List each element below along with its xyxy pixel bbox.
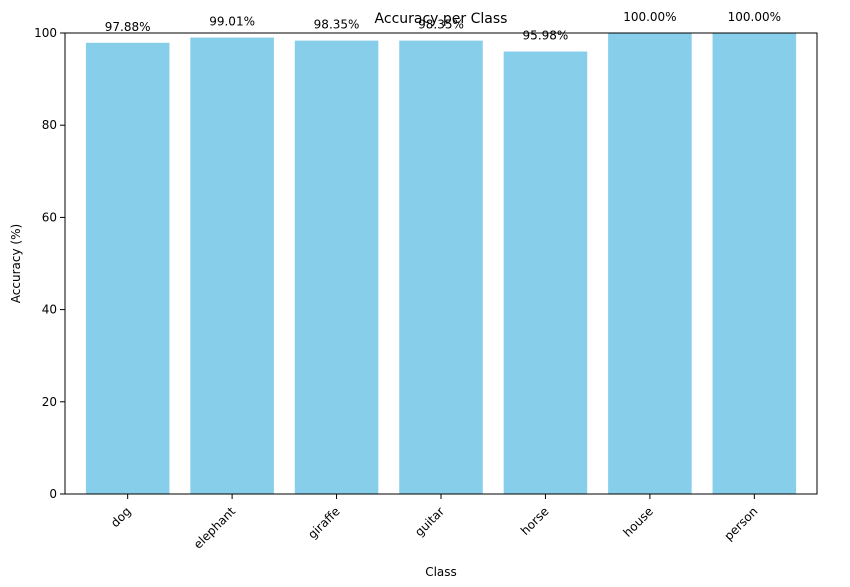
x-tick-label-horse: horse [518,504,552,538]
bar-house [608,33,692,494]
data-label-guitar: 98.35% [418,18,464,32]
bar-giraffe [294,40,379,494]
x-tick-label-person: person [721,504,760,543]
y-axis: 0 20 40 60 80 100 [34,26,65,501]
x-axis: dog elephant giraffe guitar horse house person [108,494,760,552]
y-tick-label-20: 20 [42,395,57,409]
data-labels-group: 97.88% 99.01% 98.35% 98.35% 95.98% 100.00% 100… [105,10,781,43]
data-label-horse: 95.98% [523,29,569,43]
data-label-elephant: 99.01% [209,15,255,29]
y-tick-label-100: 100 [34,26,57,40]
x-tick-label-guitar: guitar [412,504,447,539]
x-axis-label: Class [425,565,457,579]
data-label-dog: 97.88% [105,20,151,34]
chart-title: Accuracy per Class [375,11,508,27]
bars-group [85,33,797,495]
data-label-person: 100.00% [728,10,781,24]
y-tick-label-0: 0 [49,487,57,501]
data-label-giraffe: 98.35% [314,18,360,32]
y-axis-label: Accuracy (%) [9,224,23,303]
data-label-house: 100.00% [623,10,676,24]
bar-dog [85,42,170,495]
bar-horse [503,51,588,495]
x-tick-label-dog: dog [108,504,134,530]
y-tick-label-40: 40 [42,303,57,317]
x-tick-label-house: house [621,504,656,539]
x-tick-label-giraffe: giraffe [305,504,342,541]
bar-guitar [399,40,483,494]
bar-elephant [190,37,274,494]
y-tick-label-80: 80 [42,118,57,132]
bar-person [712,33,797,494]
y-tick-label-60: 60 [42,210,57,224]
x-tick-label-elephant: elephant [191,504,239,552]
